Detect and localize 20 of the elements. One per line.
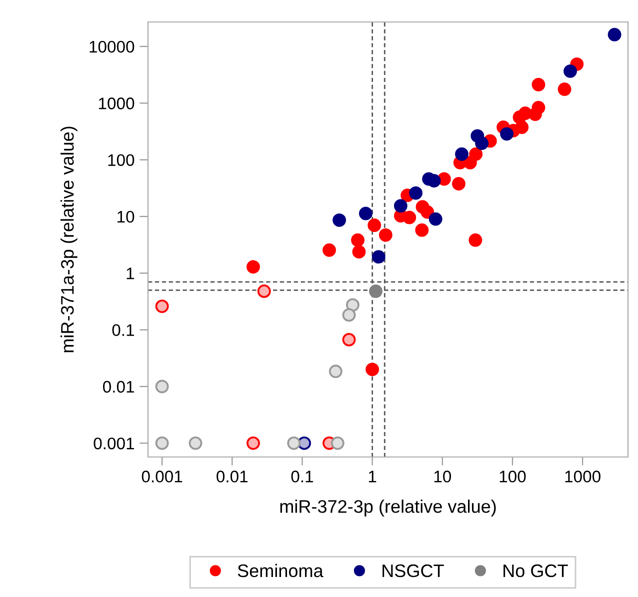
x-tick-label: 100 — [500, 470, 526, 482]
x-tick-label: 1 — [368, 470, 376, 482]
x-tick-label: 10 — [434, 470, 452, 482]
x-tick-label: 1000 — [565, 470, 600, 482]
y-tick-label: 10000 — [90, 40, 134, 53]
x-tick-label: 0.1 — [291, 470, 313, 482]
y-tick-label: 0.001 — [94, 438, 134, 450]
y-tick-label: 1 — [126, 268, 134, 280]
y-tick-label: 1000 — [99, 98, 134, 110]
y-tick-label: 0.01 — [103, 380, 134, 393]
y-tick-label: 100 — [108, 154, 134, 166]
y-tick-label: 0.1 — [112, 324, 134, 336]
x-tick-label: 0.01 — [216, 470, 248, 482]
legend-label: Seminoma — [238, 564, 324, 578]
y-tick-label: 10 — [118, 210, 134, 223]
x-axis-title: miR-372-3p (relative value) — [280, 500, 496, 516]
legend-label: No GCT — [504, 564, 568, 578]
legend-label: NSGCT — [382, 564, 444, 578]
x-tick-label: 0.001 — [142, 470, 182, 482]
y-axis-title: miR-371a-3p (relative value) — [60, 126, 78, 352]
